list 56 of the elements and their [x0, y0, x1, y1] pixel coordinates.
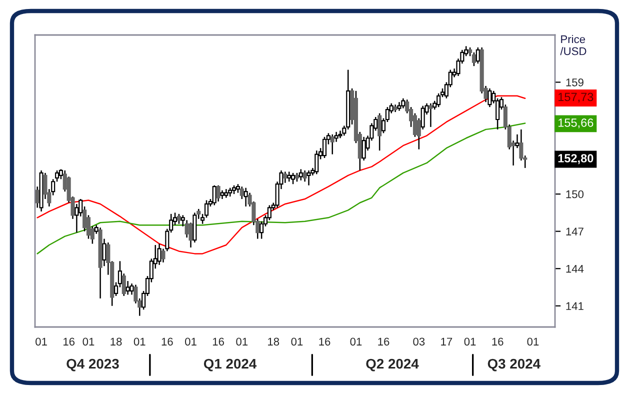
x-tick-label: 18: [268, 338, 280, 346]
candlestick: [126, 280, 130, 296]
x-tick-label: 03: [413, 338, 425, 346]
x-tick-label: 01: [350, 338, 362, 346]
candlestick: [298, 168, 303, 182]
candlestick: [216, 184, 220, 202]
x-tick-label: 16: [63, 338, 75, 346]
x-tick-label: 01: [464, 338, 476, 346]
candlestick: [157, 243, 162, 266]
text: Q3 2024: [488, 358, 540, 372]
candlestick: [362, 136, 366, 162]
x-tick-label: 01: [291, 338, 303, 346]
y-axis-title: Price /USD: [560, 35, 586, 56]
text: Q2 2024: [366, 358, 419, 372]
candlestick: [488, 88, 492, 108]
candlestick: [287, 171, 292, 182]
text: Q1 2024: [204, 358, 257, 372]
x-tick-label: 01: [236, 338, 248, 346]
candlestick: [476, 46, 480, 64]
x-tick-label: 01: [527, 338, 539, 346]
x-tick-label: 16: [212, 338, 224, 346]
annotation: 157,73: [558, 92, 594, 103]
candlestick: [291, 172, 296, 185]
candlestick: [322, 136, 327, 159]
y-tick-label: 147: [566, 228, 584, 236]
x-tick-label: 01: [185, 338, 196, 346]
x-tick-label: 01: [36, 338, 47, 346]
x-tick-label: 17: [441, 338, 452, 346]
annotation: 152,80: [558, 154, 594, 164]
candlestick: [244, 187, 248, 208]
y-tick-label: 150: [566, 190, 584, 198]
candlestick: [302, 170, 307, 182]
candlestick: [436, 92, 441, 108]
candlestick: [378, 112, 382, 152]
x-tick-label: 18: [110, 338, 122, 346]
candlestick: [283, 171, 288, 184]
x-tick-label: 16: [162, 338, 173, 346]
x-tick-label: 16: [378, 338, 390, 346]
candlestick: [515, 134, 520, 149]
x-tick-label: 01: [82, 338, 94, 346]
y-tick-label: 141: [566, 302, 584, 310]
annotation: 155,66: [558, 118, 594, 128]
candlestick: [74, 203, 79, 234]
x-tick-label: 16: [492, 338, 504, 346]
candlestick: [428, 102, 433, 128]
x-tick-label: 16: [319, 338, 330, 346]
x-tick-label: 01: [134, 338, 146, 346]
y-tick-label: 159: [566, 78, 584, 86]
candlestick: [212, 184, 216, 206]
text: Q4 2023: [66, 358, 119, 372]
candlestick: [314, 150, 319, 175]
y-tick-label: 144: [566, 264, 584, 273]
candlestick: [306, 170, 311, 186]
candlestick: [472, 52, 476, 67]
candlestick: [176, 213, 181, 224]
candlestick: [330, 134, 334, 155]
